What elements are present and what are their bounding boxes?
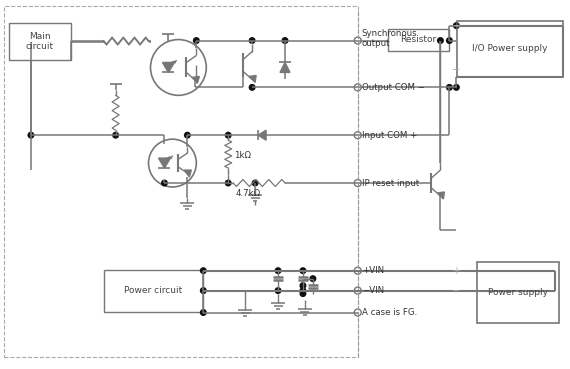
Text: +VIN: +VIN [362,266,384,275]
Circle shape [300,283,306,289]
Bar [388,28,449,51]
Circle shape [225,180,231,186]
Circle shape [275,268,281,273]
Circle shape [438,38,443,43]
Bar [477,262,559,324]
Text: +: + [453,266,461,276]
Polygon shape [192,76,199,83]
Circle shape [162,180,167,186]
Circle shape [194,38,199,43]
Text: Synchronous
output: Synchronous output [362,28,417,48]
Bar [457,21,563,77]
Polygon shape [162,62,174,72]
Circle shape [149,139,196,187]
Text: Resistor: Resistor [400,35,437,44]
Circle shape [249,85,255,90]
Text: Power circuit: Power circuit [124,286,182,295]
Polygon shape [249,75,256,82]
Circle shape [113,132,119,138]
Text: 1kΩ: 1kΩ [234,151,251,160]
Text: 4.7kΩ: 4.7kΩ [235,189,260,199]
Circle shape [300,291,306,296]
Circle shape [249,38,255,43]
Circle shape [354,37,361,44]
Text: Power supply: Power supply [488,288,548,297]
Circle shape [354,84,361,91]
Circle shape [310,276,316,282]
Text: −: − [453,286,461,296]
Text: Input COM +: Input COM + [362,131,417,140]
Text: −: − [453,65,461,75]
Polygon shape [158,158,170,168]
Polygon shape [184,170,192,177]
Bar [104,270,203,311]
Circle shape [201,310,206,315]
Circle shape [275,288,281,293]
Text: Main
circuit: Main circuit [26,32,54,51]
Circle shape [354,267,361,274]
Circle shape [454,85,459,90]
Circle shape [446,85,452,90]
Circle shape [300,288,306,293]
Circle shape [354,309,361,316]
Circle shape [201,288,206,293]
Circle shape [150,39,206,95]
Circle shape [185,132,190,138]
Circle shape [354,132,361,139]
Circle shape [28,132,34,138]
Bar [4,6,358,357]
Text: IP reset input: IP reset input [362,179,419,187]
Circle shape [201,268,206,273]
Text: A case is FG.: A case is FG. [362,308,417,317]
Circle shape [354,180,361,186]
Text: I/O Power supply: I/O Power supply [473,44,548,53]
Polygon shape [437,192,445,199]
Text: −VIN: −VIN [362,286,384,295]
Circle shape [454,23,459,28]
Circle shape [300,268,306,273]
Text: Output COM −: Output COM − [362,83,425,92]
Circle shape [225,132,231,138]
Text: +: + [453,21,461,31]
Polygon shape [258,130,266,140]
Polygon shape [280,62,290,72]
Circle shape [282,38,288,43]
Circle shape [354,287,361,294]
Circle shape [253,180,258,186]
Bar [9,23,71,61]
Circle shape [446,38,452,43]
